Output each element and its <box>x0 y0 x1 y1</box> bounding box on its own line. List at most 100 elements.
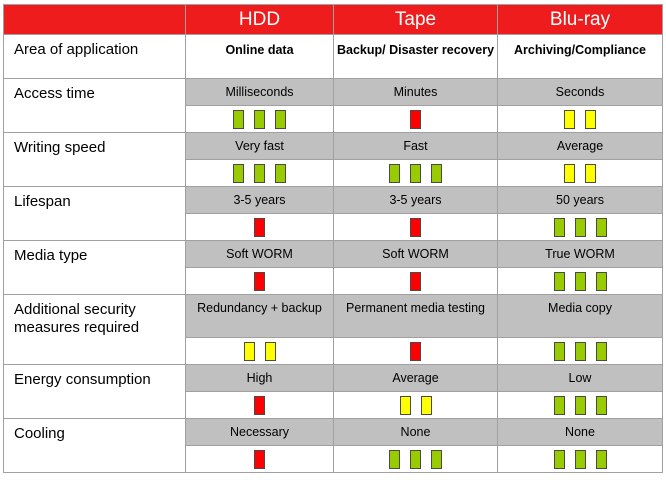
green-rating-block <box>553 271 565 291</box>
indicator-tape <box>333 391 498 419</box>
value-hdd: Redundancy + backup <box>185 294 334 338</box>
indicator-bluray <box>497 159 663 187</box>
indicator-tape <box>333 267 498 295</box>
red-rating-block <box>410 341 421 361</box>
value-tape: Average <box>333 364 498 392</box>
green-rating-block <box>275 109 286 129</box>
green-rating-block <box>431 163 442 183</box>
green-rating-block <box>389 449 400 469</box>
red-rating-block <box>410 109 421 129</box>
indicator-tape <box>333 337 498 365</box>
indicator-hdd <box>185 105 334 133</box>
indicator-hdd <box>185 159 334 187</box>
indicator-tape <box>333 445 498 473</box>
value-bluray: True WORM <box>497 240 663 268</box>
value-tape: Fast <box>333 132 498 160</box>
row-energy-consumption: Energy consumption High Average Low <box>3 364 663 419</box>
green-rating-block <box>553 395 565 415</box>
indicator-hdd <box>185 267 334 295</box>
header-hdd: HDD <box>185 4 334 35</box>
indicator-tape <box>333 159 498 187</box>
yellow-rating-block <box>399 395 411 415</box>
indicator-bluray <box>497 445 663 473</box>
indicator-bluray <box>497 337 663 365</box>
header-bluray: Blu-ray <box>497 4 663 35</box>
row-label: Area of application <box>3 34 186 79</box>
header-corner <box>3 4 186 35</box>
row-additional-security-measures-required: Additional security measures required Red… <box>3 294 663 365</box>
header-row: HDD Tape Blu-ray <box>3 4 663 35</box>
value-hdd: Soft WORM <box>185 240 334 268</box>
yellow-rating-block <box>564 109 575 129</box>
green-rating-block <box>431 449 442 469</box>
green-rating-block <box>574 449 586 469</box>
indicator-bluray <box>497 267 663 295</box>
value-tape: None <box>333 418 498 446</box>
row-cooling: Cooling Necessary None None <box>3 418 663 473</box>
green-rating-block <box>574 271 586 291</box>
value-hdd: High <box>185 364 334 392</box>
row-media-type: Media type Soft WORM Soft WORM True WORM <box>3 240 663 295</box>
indicator-bluray <box>497 391 663 419</box>
red-rating-block <box>254 271 265 291</box>
yellow-rating-block <box>585 109 596 129</box>
indicator-bluray <box>497 213 663 241</box>
indicator-tape <box>333 105 498 133</box>
red-rating-block <box>254 449 265 469</box>
comparison-table: HDD Tape Blu-ray Area of application Onl… <box>3 4 663 473</box>
green-rating-block <box>233 109 244 129</box>
indicator-bluray <box>497 105 663 133</box>
row-label: Cooling <box>3 418 186 473</box>
value-hdd: Milliseconds <box>185 78 334 106</box>
cell-bluray: Archiving/Compliance <box>497 34 663 79</box>
red-rating-block <box>254 217 265 237</box>
yellow-rating-block <box>564 163 575 183</box>
indicator-row <box>4 159 663 187</box>
row-area-of-application: Area of application Online data Backup/ … <box>3 34 663 79</box>
value-bluray: 50 years <box>497 186 663 214</box>
indicator-row <box>4 213 663 241</box>
indicator-tape <box>333 213 498 241</box>
value-bluray: Average <box>497 132 663 160</box>
green-rating-block <box>389 163 400 183</box>
header-tape: Tape <box>333 4 498 35</box>
indicator-row <box>4 105 663 133</box>
cell-tape: Backup/ Disaster recovery <box>333 34 498 79</box>
indicator-hdd <box>185 337 334 365</box>
value-bluray: None <box>497 418 663 446</box>
green-rating-block <box>595 395 607 415</box>
value-tape: Permanent media testing <box>333 294 498 338</box>
comparison-rows: Access time Milliseconds Minutes Seconds Wri… <box>3 78 663 473</box>
yellow-rating-block <box>420 395 432 415</box>
value-tape: Soft WORM <box>333 240 498 268</box>
row-label: Media type <box>3 240 186 295</box>
yellow-rating-block <box>243 341 255 361</box>
green-rating-block <box>275 163 286 183</box>
indicator-hdd <box>185 391 334 419</box>
indicator-row <box>4 445 663 473</box>
red-rating-block <box>254 395 265 415</box>
red-rating-block <box>410 217 421 237</box>
value-hdd: Necessary <box>185 418 334 446</box>
green-rating-block <box>574 217 586 237</box>
green-rating-block <box>553 449 565 469</box>
indicator-row <box>4 337 663 365</box>
indicator-hdd <box>185 213 334 241</box>
indicator-hdd <box>185 445 334 473</box>
row-label: Energy consumption <box>3 364 186 419</box>
yellow-rating-block <box>264 341 276 361</box>
value-bluray: Media copy <box>497 294 663 338</box>
green-rating-block <box>410 163 421 183</box>
row-lifespan: Lifespan 3-5 years 3-5 years 50 years <box>3 186 663 241</box>
cell-hdd: Online data <box>185 34 334 79</box>
value-bluray: Seconds <box>497 78 663 106</box>
green-rating-block <box>254 109 265 129</box>
row-label: Access time <box>3 78 186 133</box>
green-rating-block <box>574 395 586 415</box>
green-rating-block <box>254 163 265 183</box>
green-rating-block <box>553 217 565 237</box>
green-rating-block <box>574 341 586 361</box>
row-label: Writing speed <box>3 132 186 187</box>
value-hdd: 3-5 years <box>185 186 334 214</box>
green-rating-block <box>553 341 565 361</box>
